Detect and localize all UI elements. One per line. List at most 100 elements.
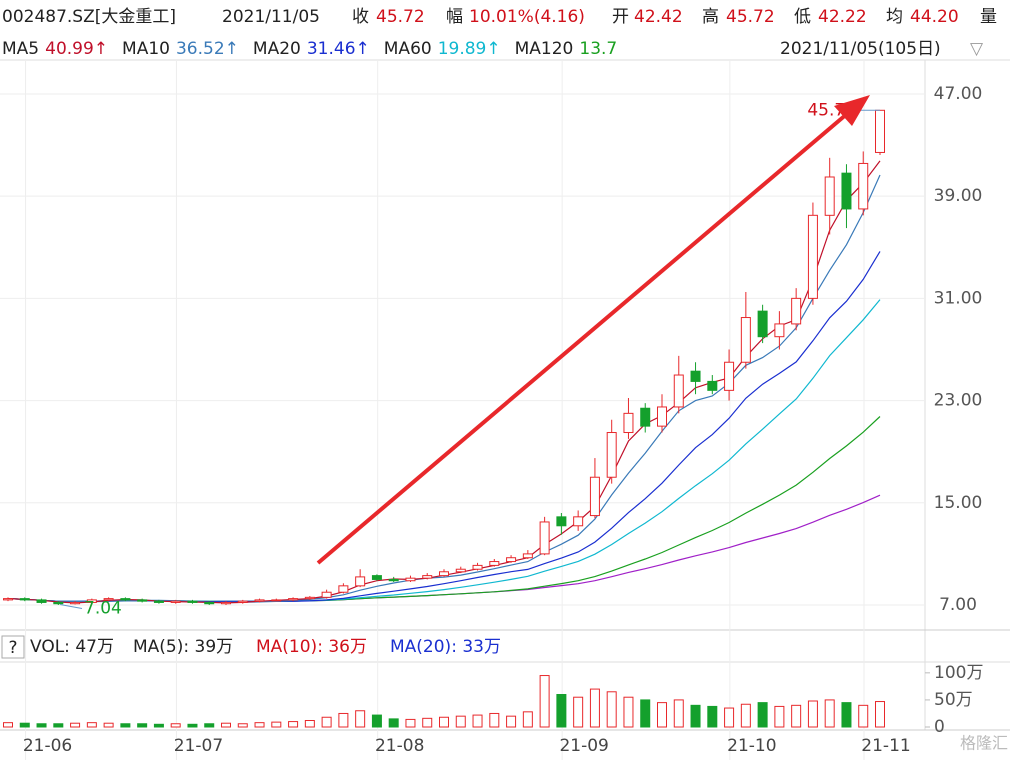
volume-bar xyxy=(137,723,148,728)
stock-code: 002487.SZ[大金重工] xyxy=(2,7,176,27)
vol-ma5: MA(5): 39万 xyxy=(133,637,233,657)
label: 量 xyxy=(980,7,997,27)
volume-bar xyxy=(774,705,785,728)
candle-body xyxy=(137,599,148,602)
trend-arrow xyxy=(316,111,850,565)
candle-body xyxy=(288,598,299,601)
vol-tick-label: 100万 xyxy=(934,663,983,683)
volume-bar xyxy=(53,723,64,728)
volume-bar xyxy=(841,702,852,728)
annotation-arrow xyxy=(59,603,83,609)
volume-bar xyxy=(707,705,718,728)
label: 低 xyxy=(794,7,811,27)
volume-bar xyxy=(657,702,667,728)
vol-ma20: MA(20): 33万 xyxy=(390,637,501,657)
volume-bar xyxy=(70,722,81,728)
ma-value: 19.89↑ xyxy=(438,39,501,59)
volume-bar xyxy=(187,723,198,728)
help[interactable]: ? xyxy=(8,638,17,658)
candle-body xyxy=(875,109,885,153)
value: 42.42 xyxy=(634,7,683,27)
candle-body xyxy=(807,214,818,299)
volume-bar xyxy=(3,722,13,728)
candle-body xyxy=(271,599,282,602)
volume-bar xyxy=(791,704,802,728)
candle-body xyxy=(858,162,869,210)
candle-body xyxy=(439,571,449,577)
candle-body xyxy=(103,598,114,601)
range: 2021/11/05(105日) xyxy=(780,39,941,59)
candle-body xyxy=(355,576,366,587)
volume-bar xyxy=(740,703,751,728)
x-tick-label: 21-11 xyxy=(861,736,910,756)
y-tick-label: 39.00 xyxy=(934,186,983,206)
candle-body xyxy=(36,599,47,603)
volume-bar xyxy=(304,720,315,728)
x-tick-label: 21-07 xyxy=(174,736,223,756)
volume-bar xyxy=(757,702,768,728)
candle-body xyxy=(740,317,751,363)
volume-bar xyxy=(807,700,818,728)
help-button[interactable] xyxy=(1,635,25,659)
volume-bar xyxy=(371,714,382,728)
label: 幅 xyxy=(446,7,463,27)
vol-tick-label: 0 xyxy=(934,717,945,737)
candle-body xyxy=(573,516,584,527)
ma-value: 13.7 xyxy=(579,39,617,59)
ma-value: 36.52↑ xyxy=(176,39,239,59)
volume-bar xyxy=(288,721,299,728)
volume-bar xyxy=(472,714,483,728)
volume-bar xyxy=(36,723,47,728)
volume-bar xyxy=(170,723,181,728)
volume-bar xyxy=(237,723,248,728)
volume-bar xyxy=(321,716,332,728)
vol: VOL: 47万 xyxy=(30,637,114,657)
candle-body xyxy=(53,601,64,605)
candle-body xyxy=(221,601,231,605)
label: 收 xyxy=(352,7,369,27)
candle-body xyxy=(19,598,30,601)
volume-bar xyxy=(439,716,449,728)
volume-bar xyxy=(824,699,835,728)
value: 45.72 xyxy=(376,7,425,27)
watermark: 格隆汇 xyxy=(960,734,1008,753)
candle-body xyxy=(690,370,701,382)
candle-body xyxy=(3,598,13,601)
volume-bar xyxy=(221,722,231,728)
candle-body xyxy=(304,596,315,600)
ma-value: 31.46↑ xyxy=(307,39,370,59)
candle-body xyxy=(757,310,768,338)
volume-bar xyxy=(153,723,164,728)
candle-body xyxy=(388,578,399,582)
candle-body xyxy=(506,557,517,563)
x-tick-label: 21-08 xyxy=(375,736,424,756)
label: 高 xyxy=(702,7,719,27)
candle-body xyxy=(640,407,651,427)
y-tick-label: 23.00 xyxy=(934,391,983,411)
volume-bar xyxy=(875,701,885,728)
volume-bar xyxy=(355,710,366,728)
vol-ma10: MA(10): 36万 xyxy=(256,637,367,657)
candle-body xyxy=(455,568,466,573)
candle-body xyxy=(70,601,81,605)
candle-body xyxy=(841,172,852,210)
volume-bar xyxy=(489,712,500,728)
ma-name: MA60 xyxy=(384,39,432,59)
volume-bar xyxy=(506,715,517,728)
volume-bar xyxy=(338,712,349,728)
date: 2021/11/05 xyxy=(222,7,320,27)
volume-bar xyxy=(204,723,215,728)
ma-name: MA10 xyxy=(122,39,170,59)
candle-body xyxy=(489,561,500,566)
volume-bar xyxy=(724,707,735,728)
ma-name: MA120 xyxy=(515,39,574,59)
candle-body xyxy=(338,585,349,593)
candle-body xyxy=(724,361,735,391)
y-tick-label: 7.00 xyxy=(939,595,977,615)
x-tick-label: 21-06 xyxy=(23,736,72,756)
candle-body xyxy=(673,374,684,408)
candle-body xyxy=(657,406,667,427)
candle-body xyxy=(86,599,97,603)
volume-bar xyxy=(422,717,433,728)
dropdown[interactable]: ▽ xyxy=(970,39,984,59)
